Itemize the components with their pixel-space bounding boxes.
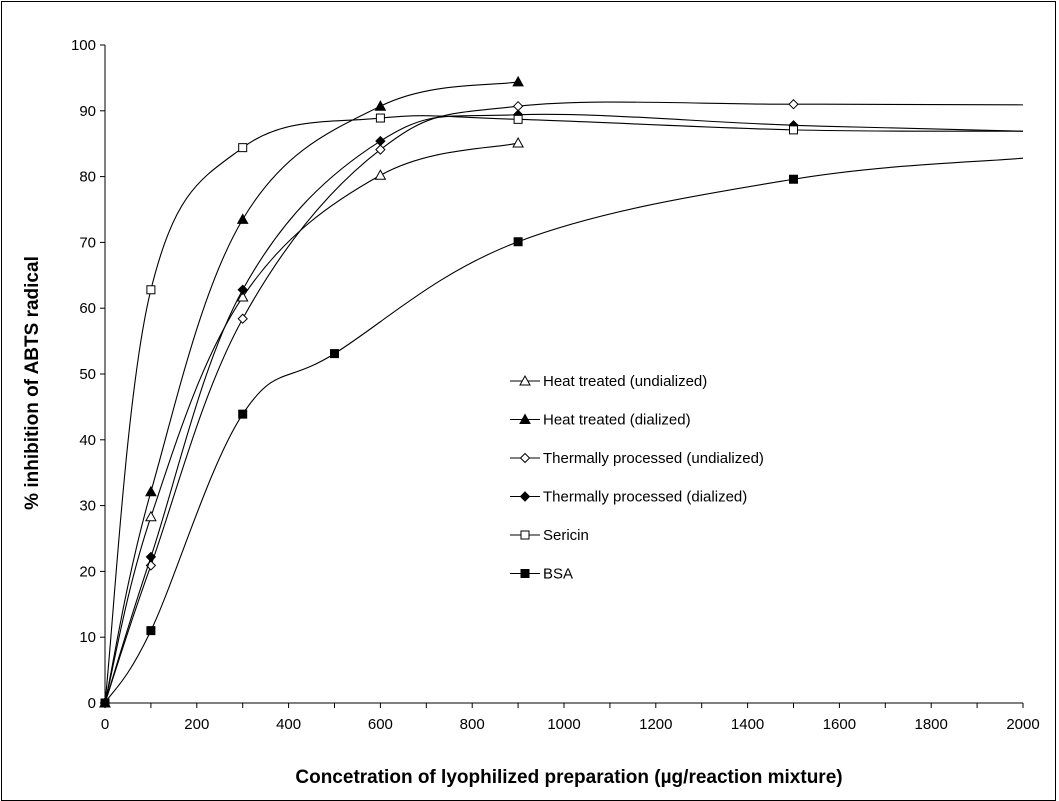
series-4	[99, 109, 1024, 709]
y-tick-label: 80	[79, 169, 96, 186]
data-point	[145, 510, 157, 522]
data-point	[512, 75, 524, 87]
data-point	[237, 284, 248, 295]
data-point	[375, 144, 386, 155]
series-line	[104, 113, 1024, 704]
y-tick-label: 0	[88, 695, 96, 712]
series-6	[100, 157, 1024, 708]
x-tick-label: 1400	[731, 716, 764, 733]
legend-item: Thermally processed (dialized)	[510, 489, 747, 506]
data-point	[145, 485, 157, 497]
legend-label: BSA	[543, 566, 573, 583]
y-tick-label: 50	[79, 366, 96, 383]
series-line	[104, 115, 1024, 704]
x-tick-label: 1600	[823, 716, 856, 733]
data-point	[145, 551, 157, 563]
x-tick-label: 800	[460, 716, 485, 733]
y-tick-label: 90	[79, 103, 96, 120]
series-line	[104, 81, 519, 704]
y-tick-label: 20	[79, 563, 96, 580]
data-point	[100, 698, 110, 708]
y-tick-label: 30	[79, 498, 96, 515]
series-2	[99, 75, 524, 708]
legend-marker	[520, 530, 530, 540]
data-point	[512, 100, 524, 112]
data-point	[236, 213, 249, 224]
y-tick-label: 10	[79, 629, 96, 646]
y-tick-label: 60	[79, 300, 96, 317]
x-tick-label: 1000	[547, 716, 580, 733]
data-point	[238, 143, 248, 153]
data-point	[237, 313, 248, 324]
legend-item: Heat treated (dialized)	[510, 412, 691, 429]
legend-marker	[519, 374, 531, 386]
series-line	[104, 142, 519, 704]
legend-label: Heat treated (dialized)	[543, 412, 691, 429]
legend-marker	[519, 452, 531, 464]
x-tick-label: 1200	[639, 716, 672, 733]
data-point	[789, 125, 798, 135]
data-point	[789, 174, 798, 184]
legend: Heat treated (undialized) Heat treated (d…	[510, 373, 764, 583]
series-group	[99, 75, 1024, 709]
data-point	[513, 114, 523, 124]
legend-label: Sericin	[543, 527, 589, 544]
data-point	[374, 169, 387, 180]
legend-label: Thermally processed (dialized)	[543, 489, 747, 506]
legend-item: Sericin	[510, 527, 589, 544]
series-3	[99, 99, 1024, 709]
data-point	[375, 113, 385, 123]
y-tick-label: 40	[79, 432, 96, 449]
x-tick-label: 1800	[915, 716, 948, 733]
legend-label: Thermally processed (undialized)	[543, 450, 764, 467]
data-point	[375, 135, 386, 147]
y-axis-label: % inhibition of ABTS radical	[22, 256, 43, 510]
legend-item: Heat treated (undialized)	[510, 373, 707, 390]
legend-marker	[520, 569, 530, 578]
x-tick-label: 200	[184, 716, 209, 733]
x-tick-label: 400	[276, 716, 301, 733]
data-point	[513, 237, 523, 247]
data-point	[146, 285, 156, 295]
legend-item: Thermally processed (undialized)	[510, 450, 764, 467]
series-line	[104, 101, 1024, 704]
y-tick-label: 70	[79, 234, 96, 251]
x-tick-label: 600	[368, 716, 393, 733]
x-axis-label: Concetration of lyophilized preparation …	[295, 767, 842, 788]
series-line	[104, 157, 1024, 704]
data-point	[236, 290, 249, 302]
series-1	[99, 137, 524, 708]
data-point	[330, 349, 339, 359]
x-tick-label: 2000	[1006, 716, 1039, 733]
legend-item: BSA	[510, 566, 573, 583]
x-tick-label: 0	[101, 716, 109, 733]
data-point	[788, 99, 799, 110]
legend-marker	[519, 491, 531, 502]
data-point	[374, 100, 387, 111]
data-point	[146, 626, 156, 636]
data-point	[238, 409, 248, 419]
data-point	[512, 137, 524, 148]
legend-label: Heat treated (undialized)	[543, 373, 707, 390]
legend-marker	[519, 413, 531, 424]
y-tick-label: 100	[71, 37, 96, 54]
